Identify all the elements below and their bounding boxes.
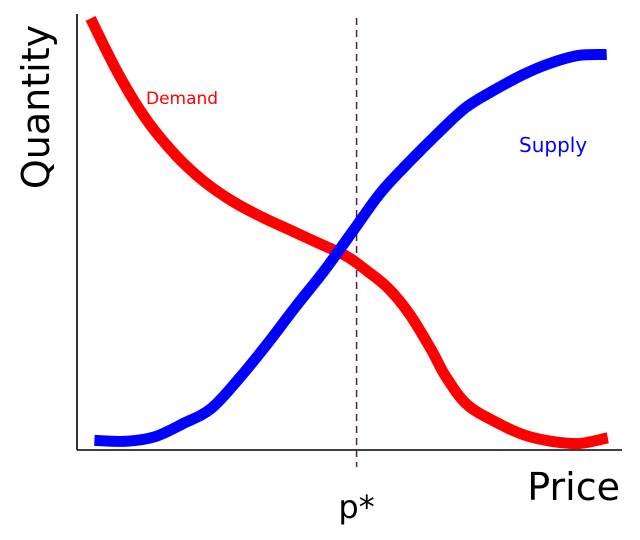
demand-curve: [85, 15, 609, 450]
supply-curve: [94, 49, 607, 447]
equilibrium-price-label: p*: [338, 488, 374, 526]
y-axis-title: Quantity: [14, 25, 58, 189]
x-axis-title: Price: [527, 465, 620, 509]
supply-legend-label: Supply: [519, 133, 587, 157]
demand-legend-label: Demand: [146, 89, 218, 109]
